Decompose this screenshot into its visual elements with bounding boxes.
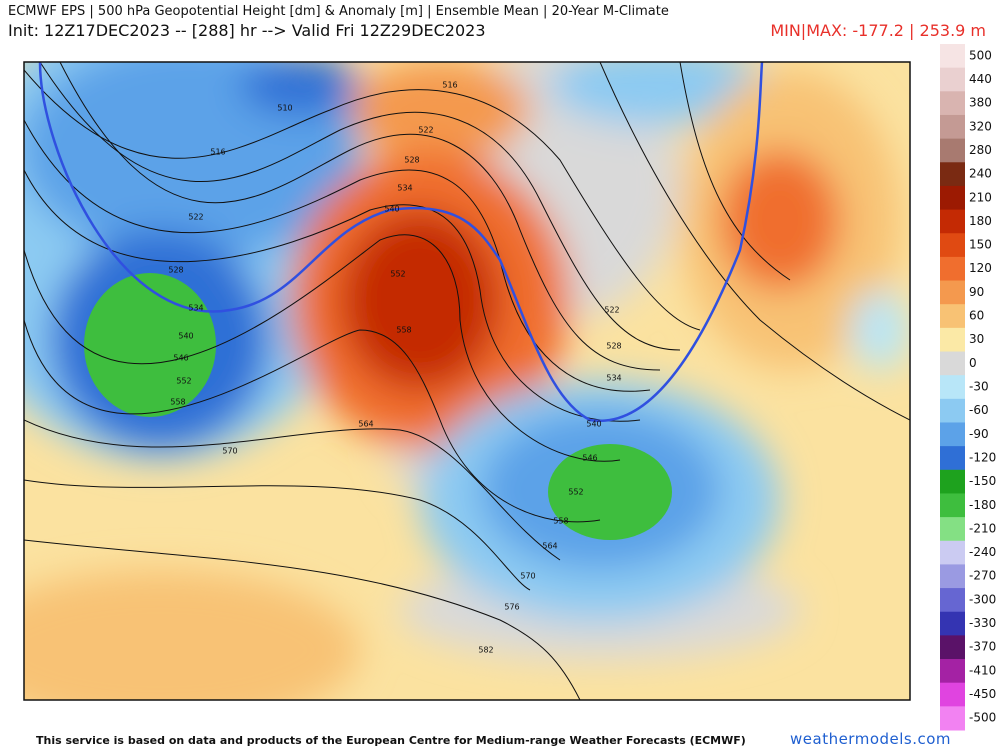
- footer-notice: This service is based on data and produc…: [36, 734, 746, 747]
- colorbar-label: 440: [969, 72, 992, 86]
- title: ECMWF EPS | 500 hPa Geopotential Height …: [8, 4, 669, 19]
- colorbar-swatch: [940, 493, 965, 518]
- contour-label: 540: [586, 420, 601, 429]
- colorbar-label: -90: [969, 427, 989, 441]
- colorbar-label: -300: [969, 592, 996, 606]
- colorbar-swatch: [940, 351, 965, 376]
- colorbar-label: -150: [969, 474, 996, 488]
- colorbar-swatch: [940, 280, 965, 305]
- contour-label: 528: [606, 342, 621, 351]
- colorbar-swatch: [940, 682, 965, 707]
- colorbar-label: -450: [969, 687, 996, 701]
- colorbar-swatch: [940, 44, 965, 69]
- colorbar-label: -330: [969, 616, 996, 630]
- colorbar-swatch: [940, 659, 965, 684]
- colorbar-swatch: [940, 114, 965, 140]
- colorbar-label: -410: [969, 663, 996, 677]
- min-max: MIN|MAX: -177.2 | 253.9 m: [770, 21, 986, 40]
- colorbar-swatch: [940, 564, 965, 589]
- contour-label: 534: [188, 304, 203, 313]
- contour-label: 564: [358, 420, 373, 429]
- colorbar-swatch: [940, 706, 965, 731]
- contour-label: 582: [478, 646, 493, 655]
- colorbar-swatch: [940, 422, 965, 447]
- colorbar-swatch: [940, 233, 965, 258]
- contour-label: 564: [542, 542, 557, 551]
- colorbar-swatch: [940, 256, 965, 282]
- colorbar-label: 150: [969, 238, 992, 252]
- colorbar-swatch: [940, 162, 965, 187]
- map-area: 510 516 522 528 534 540 546 552 558 570 516 522 528 5…: [24, 62, 910, 700]
- contour-label: 570: [520, 572, 535, 581]
- contour-label: 540: [178, 332, 193, 341]
- contour-label: 570: [222, 447, 237, 456]
- colorbar-swatch: [940, 138, 965, 163]
- contour-label: 552: [176, 377, 191, 386]
- colorbar-label: -370: [969, 640, 996, 654]
- contour-label: 516: [210, 148, 225, 157]
- colorbar-label: -60: [969, 403, 989, 417]
- colorbar-label: 240: [969, 167, 992, 181]
- colorbar-label: 0: [969, 356, 977, 370]
- colorbar-swatch: [940, 398, 965, 423]
- contour-label: 576: [504, 603, 519, 612]
- contour-label: 528: [168, 266, 183, 275]
- colorbar-swatch: [940, 91, 965, 116]
- contour-label: 534: [606, 374, 621, 383]
- contour-label: 540: [384, 205, 399, 214]
- colorbar-label: 210: [969, 190, 992, 204]
- contour-label: 528: [404, 156, 419, 165]
- colorbar-swatch: [940, 67, 965, 92]
- colorbar-swatch: [940, 588, 965, 613]
- colorbar-swatch: [940, 446, 965, 471]
- contour-label: 558: [170, 398, 185, 407]
- colorbar-label: -210: [969, 521, 996, 535]
- contour-label: 558: [396, 326, 411, 335]
- colorbar-label: -180: [969, 498, 996, 512]
- colorbar-label: 320: [969, 119, 992, 133]
- colorbar-swatch: [940, 209, 965, 234]
- colorbar-label: -120: [969, 450, 996, 464]
- contour-label: 522: [604, 306, 619, 315]
- colorbar-label: 180: [969, 214, 992, 228]
- contour-label: 546: [582, 454, 597, 463]
- colorbar-label: -30: [969, 380, 989, 394]
- colorbar-label: -240: [969, 545, 996, 559]
- colorbar-swatch: [940, 304, 965, 329]
- colorbar-swatch: [940, 469, 965, 494]
- subtitle: Init: 12Z17DEC2023 -- [288] hr --> Valid…: [8, 21, 486, 40]
- contour-label: 546: [173, 354, 188, 363]
- colorbar-label: 60: [969, 309, 984, 323]
- colorbar-swatch: [940, 375, 965, 400]
- contour-label: 522: [418, 126, 433, 135]
- contour-label: 522: [188, 213, 203, 222]
- contour-label: 510: [277, 104, 292, 113]
- colorbar-label: 500: [969, 48, 992, 62]
- colorbar-label: 280: [969, 143, 992, 157]
- contour-label: 552: [568, 488, 583, 497]
- site-link[interactable]: weathermodels.com: [790, 730, 952, 748]
- colorbar-label: -270: [969, 569, 996, 583]
- colorbar-swatch: [940, 517, 965, 542]
- colorbar-swatch: [940, 327, 965, 353]
- colorbar-swatch: [940, 611, 965, 636]
- colorbar-swatch: [940, 185, 965, 211]
- contour-label: 516: [442, 81, 457, 90]
- colorbar-label: 30: [969, 332, 984, 346]
- colorbar-swatch: [940, 635, 965, 660]
- contour-label: 534: [397, 184, 412, 193]
- colorbar-label: 120: [969, 261, 992, 275]
- colorbar-label: -500: [969, 711, 996, 725]
- contour-label: 558: [553, 517, 568, 526]
- colorbar-label: 380: [969, 96, 992, 110]
- colorbar-label: 90: [969, 285, 984, 299]
- contour-label: 552: [390, 270, 405, 279]
- colorbar-swatch: [940, 540, 965, 565]
